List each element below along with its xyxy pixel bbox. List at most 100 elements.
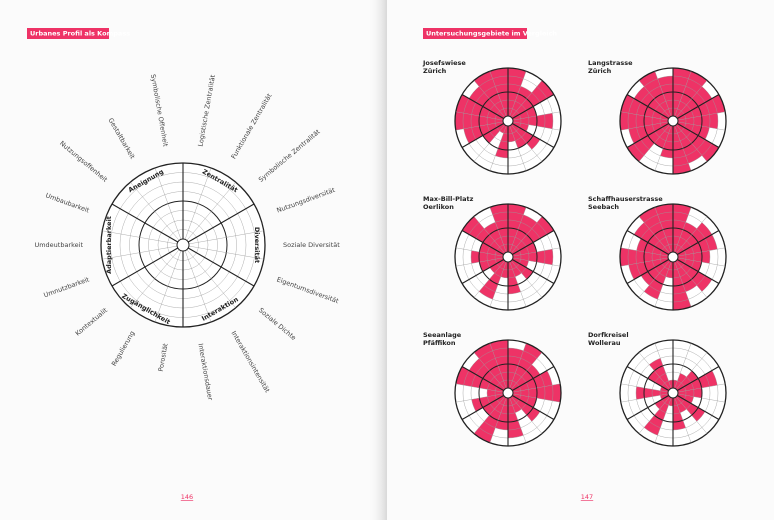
- spoke: [455, 247, 504, 257]
- sector-bar: [665, 261, 673, 278]
- sector-bar: [673, 68, 692, 117]
- spoke: [455, 383, 504, 393]
- spoke: [676, 124, 708, 162]
- spoke: [677, 257, 726, 267]
- spoke: [677, 247, 726, 257]
- sector-bar: [509, 260, 522, 277]
- spoke: [674, 397, 692, 443]
- sector-bar: [473, 343, 507, 390]
- sector-bar: [512, 106, 537, 121]
- spoke: [638, 396, 670, 434]
- sector-bar: [677, 234, 718, 257]
- center-hole: [667, 251, 679, 263]
- sector-bar: [677, 393, 694, 404]
- spoke: [674, 125, 692, 171]
- sector-bar: [676, 395, 706, 422]
- sector-bar: [628, 257, 669, 280]
- section-divider: [512, 230, 555, 255]
- heading-box: [423, 28, 527, 39]
- center-hole: [667, 387, 679, 399]
- spoke: [676, 80, 708, 118]
- spoke: [654, 343, 672, 389]
- sector-bar: [673, 125, 692, 174]
- section-divider: [461, 94, 504, 119]
- spoke: [620, 121, 669, 131]
- sector-bar: [674, 260, 697, 292]
- spoke: [455, 121, 504, 131]
- spoke: [638, 124, 670, 162]
- sector-bar: [482, 123, 505, 144]
- center-hole: [502, 387, 514, 399]
- sector-bar: [479, 257, 504, 272]
- section-divider: [461, 395, 504, 420]
- spoke: [509, 343, 527, 389]
- spoke: [473, 352, 505, 390]
- spoke: [674, 343, 692, 389]
- spoke: [620, 383, 669, 393]
- chart-title: Seeanlage: [423, 331, 462, 339]
- group-label: Adaptierbarkeit: [105, 216, 113, 274]
- sector-bar: [512, 121, 529, 132]
- spoke: [512, 111, 561, 121]
- spoke: [509, 207, 527, 253]
- sector-bar: [627, 123, 670, 162]
- spoke: [154, 167, 182, 240]
- chart-title: Langstrasse: [588, 59, 633, 67]
- spoke: [184, 250, 212, 323]
- spoke: [654, 125, 672, 171]
- spoke: [455, 393, 504, 403]
- sector-bar: [676, 222, 712, 255]
- chart-title: Max-Bill-Platz: [423, 195, 474, 203]
- sector-bar: [511, 395, 541, 422]
- sector-bar: [509, 396, 522, 413]
- sector-bar: [673, 204, 692, 253]
- page-heading: Urbanes Profil als Kompass: [30, 30, 130, 38]
- sector-bar: [674, 124, 702, 164]
- section-divider: [512, 259, 555, 284]
- spoke: [473, 396, 505, 434]
- section-divider: [677, 259, 720, 284]
- spoke: [512, 247, 561, 257]
- spoke: [473, 260, 505, 298]
- spoke: [674, 261, 692, 307]
- sector-bar: [676, 123, 719, 162]
- spoke: [188, 245, 264, 260]
- section-divider: [512, 123, 555, 148]
- sector-bar: [509, 86, 532, 118]
- spoke: [674, 207, 692, 253]
- spoke: [489, 125, 507, 171]
- sector-bar: [508, 125, 516, 142]
- spoke: [186, 182, 236, 241]
- sector-bar: [647, 370, 670, 391]
- sector-bar: [469, 86, 505, 119]
- sector-bar: [677, 370, 718, 393]
- gutter-shadow: [367, 0, 387, 520]
- section-divider: [626, 123, 669, 148]
- section-divider: [677, 395, 720, 420]
- page-number: 147: [581, 493, 593, 501]
- section-divider: [626, 395, 669, 420]
- spoke: [654, 71, 672, 117]
- spoke: [512, 257, 561, 267]
- chart-subtitle: Wollerau: [588, 339, 621, 347]
- sector-bar: [512, 113, 553, 129]
- sector-bar: [660, 386, 669, 393]
- sector-bar: [677, 387, 702, 399]
- spoke: [511, 260, 543, 298]
- sector-bar: [638, 207, 672, 254]
- sector-bar: [512, 393, 537, 408]
- section-divider: [461, 123, 504, 148]
- page-heading: Untersuchungsgebiete im Vergleich: [426, 30, 557, 38]
- spoke: [154, 250, 182, 323]
- sector-bar: [654, 395, 670, 410]
- spoke: [512, 393, 561, 403]
- section-divider: [626, 94, 669, 119]
- section-divider: [677, 94, 720, 119]
- spoke: [638, 216, 670, 254]
- sector-bar: [512, 249, 553, 265]
- spoke: [130, 249, 180, 308]
